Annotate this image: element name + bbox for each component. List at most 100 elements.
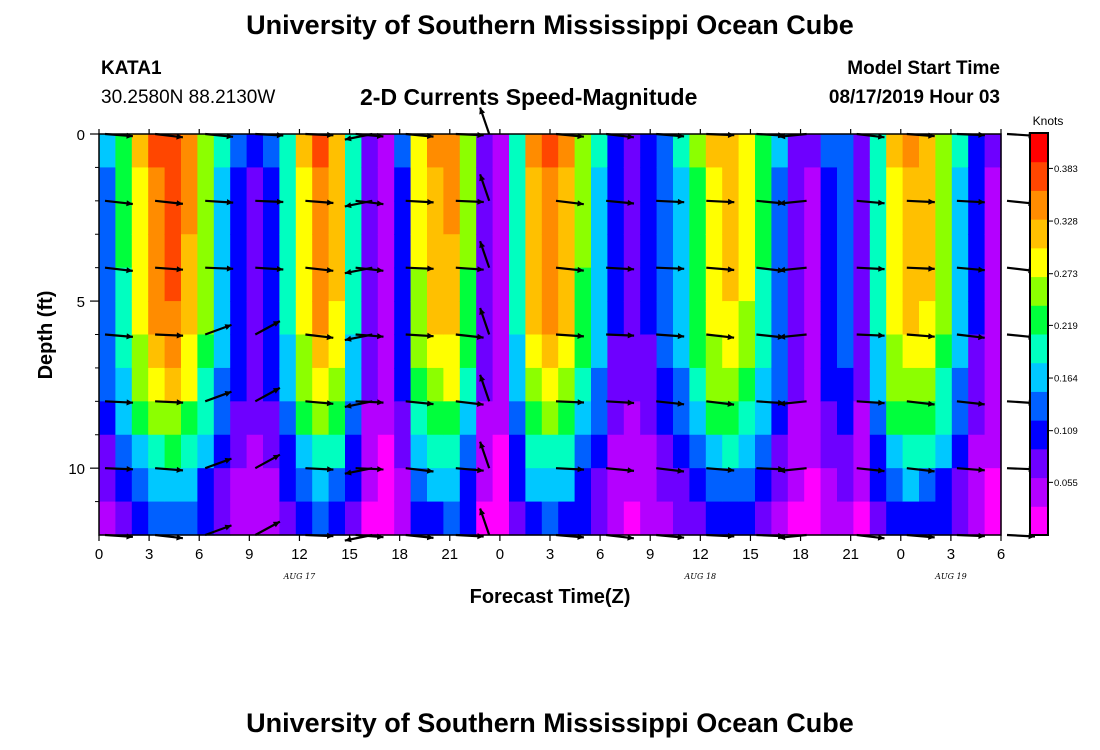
heatmap-cell bbox=[295, 434, 313, 469]
heatmap-cell bbox=[99, 501, 116, 536]
heatmap-cell bbox=[459, 167, 477, 202]
heatmap-cell bbox=[951, 334, 969, 369]
heatmap-cell bbox=[525, 434, 543, 469]
heatmap-cell bbox=[410, 501, 428, 536]
heatmap-cell bbox=[148, 434, 166, 469]
heatmap-cell bbox=[492, 501, 510, 536]
heatmap-cell bbox=[525, 267, 543, 302]
vector-arrowhead bbox=[677, 333, 685, 340]
heatmap-cell bbox=[558, 234, 576, 269]
vector-arrowhead bbox=[778, 467, 786, 474]
vector-arrowhead bbox=[344, 402, 352, 409]
heatmap-cell bbox=[886, 267, 904, 302]
heatmap-cell bbox=[459, 401, 477, 436]
heatmap-cell bbox=[197, 301, 215, 336]
heatmap-cell bbox=[541, 234, 559, 269]
heatmap-cell bbox=[919, 167, 936, 202]
heatmap-cell bbox=[541, 267, 559, 302]
heatmap-cell bbox=[541, 334, 559, 369]
heatmap-cell bbox=[443, 468, 461, 503]
heatmap-cell bbox=[771, 200, 789, 235]
heatmap-cell bbox=[509, 334, 526, 369]
heatmap-cell bbox=[394, 301, 412, 336]
heatmap-cell bbox=[689, 200, 707, 235]
heatmap-cell bbox=[771, 401, 789, 436]
vector-arrowhead bbox=[344, 135, 352, 142]
heatmap-cell bbox=[705, 167, 723, 202]
heatmap-cell bbox=[246, 267, 264, 302]
heatmap-cell bbox=[574, 367, 592, 402]
vector-arrowhead bbox=[878, 399, 885, 406]
heatmap-cell bbox=[968, 401, 986, 436]
heatmap-cell bbox=[263, 334, 280, 369]
vector-arrowhead bbox=[272, 454, 280, 461]
heatmap-cell bbox=[410, 301, 428, 336]
heatmap-cell bbox=[984, 434, 1002, 469]
heatmap-cell bbox=[197, 434, 215, 469]
x-tick-label: 9 bbox=[245, 546, 253, 563]
heatmap-cell bbox=[853, 200, 871, 235]
chart-subtitle: 2-D Currents Speed-Magnitude bbox=[360, 84, 698, 110]
heatmap-cell bbox=[99, 334, 116, 369]
vector-arrowhead bbox=[577, 399, 584, 406]
heatmap-cell bbox=[935, 200, 953, 235]
heatmap-cell bbox=[771, 501, 789, 536]
x-tick-label: 21 bbox=[842, 546, 859, 563]
heatmap-cell bbox=[804, 234, 822, 269]
heatmap-cell bbox=[574, 134, 592, 169]
vector-arrowhead bbox=[344, 469, 352, 476]
vector-arrowhead bbox=[176, 399, 184, 406]
heatmap-cell bbox=[984, 367, 1002, 402]
heatmap-cell bbox=[230, 234, 248, 269]
heatmap-cell bbox=[525, 334, 543, 369]
heatmap-cell bbox=[705, 434, 723, 469]
colorbar-tick-label: 0.328 bbox=[1054, 217, 1078, 228]
heatmap-cell bbox=[591, 334, 608, 369]
heatmap-cell bbox=[279, 200, 297, 235]
heatmap-cell bbox=[541, 200, 559, 235]
heatmap-cell bbox=[755, 501, 772, 536]
heatmap-cell bbox=[492, 434, 510, 469]
heatmap-cell bbox=[99, 434, 116, 469]
heatmap-cell bbox=[902, 200, 920, 235]
heatmap-cell bbox=[345, 367, 362, 402]
heatmap-cell bbox=[968, 301, 986, 336]
heatmap-cell bbox=[410, 267, 428, 302]
heatmap-cell bbox=[804, 468, 822, 503]
heatmap-cell bbox=[164, 167, 182, 202]
heatmap-cell bbox=[640, 434, 658, 469]
heatmap-cell bbox=[689, 234, 707, 269]
heatmap-cell bbox=[181, 367, 198, 402]
vector-arrowhead bbox=[176, 332, 184, 339]
heatmap-cell bbox=[771, 468, 789, 503]
heatmap-cell bbox=[558, 468, 576, 503]
heatmap-cell bbox=[361, 468, 379, 503]
heatmap-cell bbox=[345, 200, 362, 235]
heatmap-cell bbox=[541, 468, 559, 503]
heatmap-cell bbox=[312, 434, 330, 469]
heatmap-cell bbox=[886, 434, 904, 469]
heatmap-cell bbox=[951, 200, 969, 235]
heatmap-cell bbox=[902, 401, 920, 436]
heatmap-cell bbox=[492, 401, 510, 436]
heatmap-cell bbox=[509, 468, 526, 503]
y-axis-label: Depth (ft) bbox=[35, 291, 57, 380]
heatmap-cell bbox=[771, 167, 789, 202]
vector-arrowhead bbox=[978, 400, 985, 407]
heatmap-cell bbox=[689, 401, 707, 436]
y-axis: 0 5 10 bbox=[68, 127, 99, 503]
heatmap-cell bbox=[394, 134, 412, 169]
heatmap-cell bbox=[820, 501, 838, 536]
heatmap-cell bbox=[673, 468, 690, 503]
vector-arrowhead bbox=[877, 534, 885, 541]
vector-arrowhead bbox=[427, 199, 434, 206]
heatmap-cell bbox=[574, 301, 592, 336]
heatmap-cell bbox=[246, 401, 264, 436]
heatmap-cell bbox=[607, 267, 625, 302]
heatmap-cell bbox=[886, 367, 904, 402]
heatmap-cell bbox=[361, 134, 379, 169]
heatmap-cell bbox=[410, 200, 428, 235]
heatmap-cell bbox=[345, 468, 362, 503]
heatmap-cell bbox=[509, 401, 526, 436]
heatmap-cell bbox=[410, 434, 428, 469]
